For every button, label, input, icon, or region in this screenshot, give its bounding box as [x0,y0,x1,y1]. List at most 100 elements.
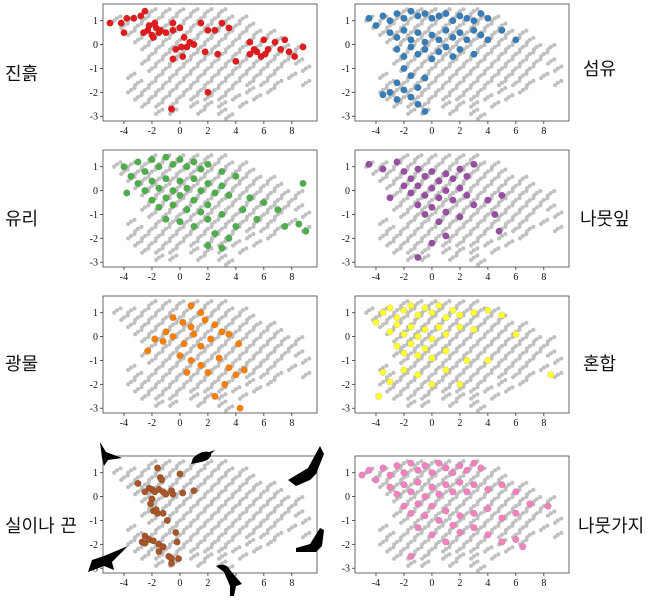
data-point [414,371,422,379]
background-point [408,496,414,502]
background-point [443,37,449,42]
background-point [174,174,179,179]
data-point [155,184,163,192]
data-point [158,476,166,484]
background-point [142,394,148,399]
data-point [435,177,443,185]
background-point [251,231,256,237]
background-point [426,480,431,485]
background-point [398,537,403,543]
background-point [149,315,155,320]
background-point [457,344,463,349]
background-point [181,327,186,333]
background-point [191,387,197,392]
background-point [496,246,501,251]
background-point [471,183,476,188]
background-point [142,44,148,50]
background-point [475,473,480,478]
background-point [132,231,137,237]
background-point [226,525,231,530]
background-point [394,102,400,107]
background-point [520,73,525,78]
data-point [197,187,205,195]
background-point [517,196,522,201]
background-point [510,57,515,62]
background-point [499,183,504,188]
data-point [428,531,436,539]
background-point [506,496,511,502]
background-point [541,525,546,530]
background-point [261,212,266,217]
background-point [219,315,224,320]
background-point [240,30,245,35]
background-point [489,370,494,375]
background-point [191,155,197,160]
background-point [471,102,476,107]
background-point [429,372,435,377]
background-point [457,387,463,392]
background-point [378,236,383,241]
background-point [457,475,463,480]
background-point [478,511,483,516]
background-point [209,342,214,347]
background-point [468,188,473,194]
background-point [303,372,308,377]
background-point [489,104,495,109]
background-point [524,494,529,500]
background-point [401,212,407,217]
data-point [400,53,408,61]
background-point [499,87,504,93]
background-point [216,97,222,102]
background-point [552,229,558,234]
background-point [422,379,428,385]
background-point [114,16,120,21]
background-point [268,482,273,487]
data-point [180,340,188,348]
data-point [141,167,149,175]
background-point [384,217,389,222]
background-point [385,243,390,248]
background-point [244,509,249,514]
background-point [226,496,231,502]
background-point [489,473,494,478]
background-point [499,80,504,85]
background-point [408,379,414,385]
background-point [464,351,469,356]
background-point [174,399,179,404]
data-point [414,84,422,92]
background-point [149,518,155,523]
background-point [559,78,564,83]
background-point [527,37,532,42]
background-point [265,181,270,187]
background-point [293,217,298,222]
data-point [495,227,503,235]
background-point [457,241,463,246]
background-point [142,496,148,502]
background-point [506,59,511,64]
background-point [163,358,169,363]
background-point [378,382,383,387]
background-point [212,16,217,21]
background-point [233,329,238,334]
background-point [128,219,134,224]
background-point [499,489,504,494]
background-point [244,57,249,62]
background-point [212,496,217,502]
background-point [391,530,396,535]
background-point [184,308,190,313]
background-point [174,377,179,383]
background-point [184,511,190,516]
background-point [398,203,403,208]
background-point [140,396,145,401]
background-point [478,233,483,239]
background-point [167,35,172,41]
background-point [118,160,123,165]
background-point [513,504,518,509]
background-point [447,385,452,390]
background-point [461,342,466,347]
background-point [153,385,158,390]
background-point [506,336,511,342]
background-point [394,233,400,239]
background-point [184,496,190,502]
background-point [198,205,204,210]
